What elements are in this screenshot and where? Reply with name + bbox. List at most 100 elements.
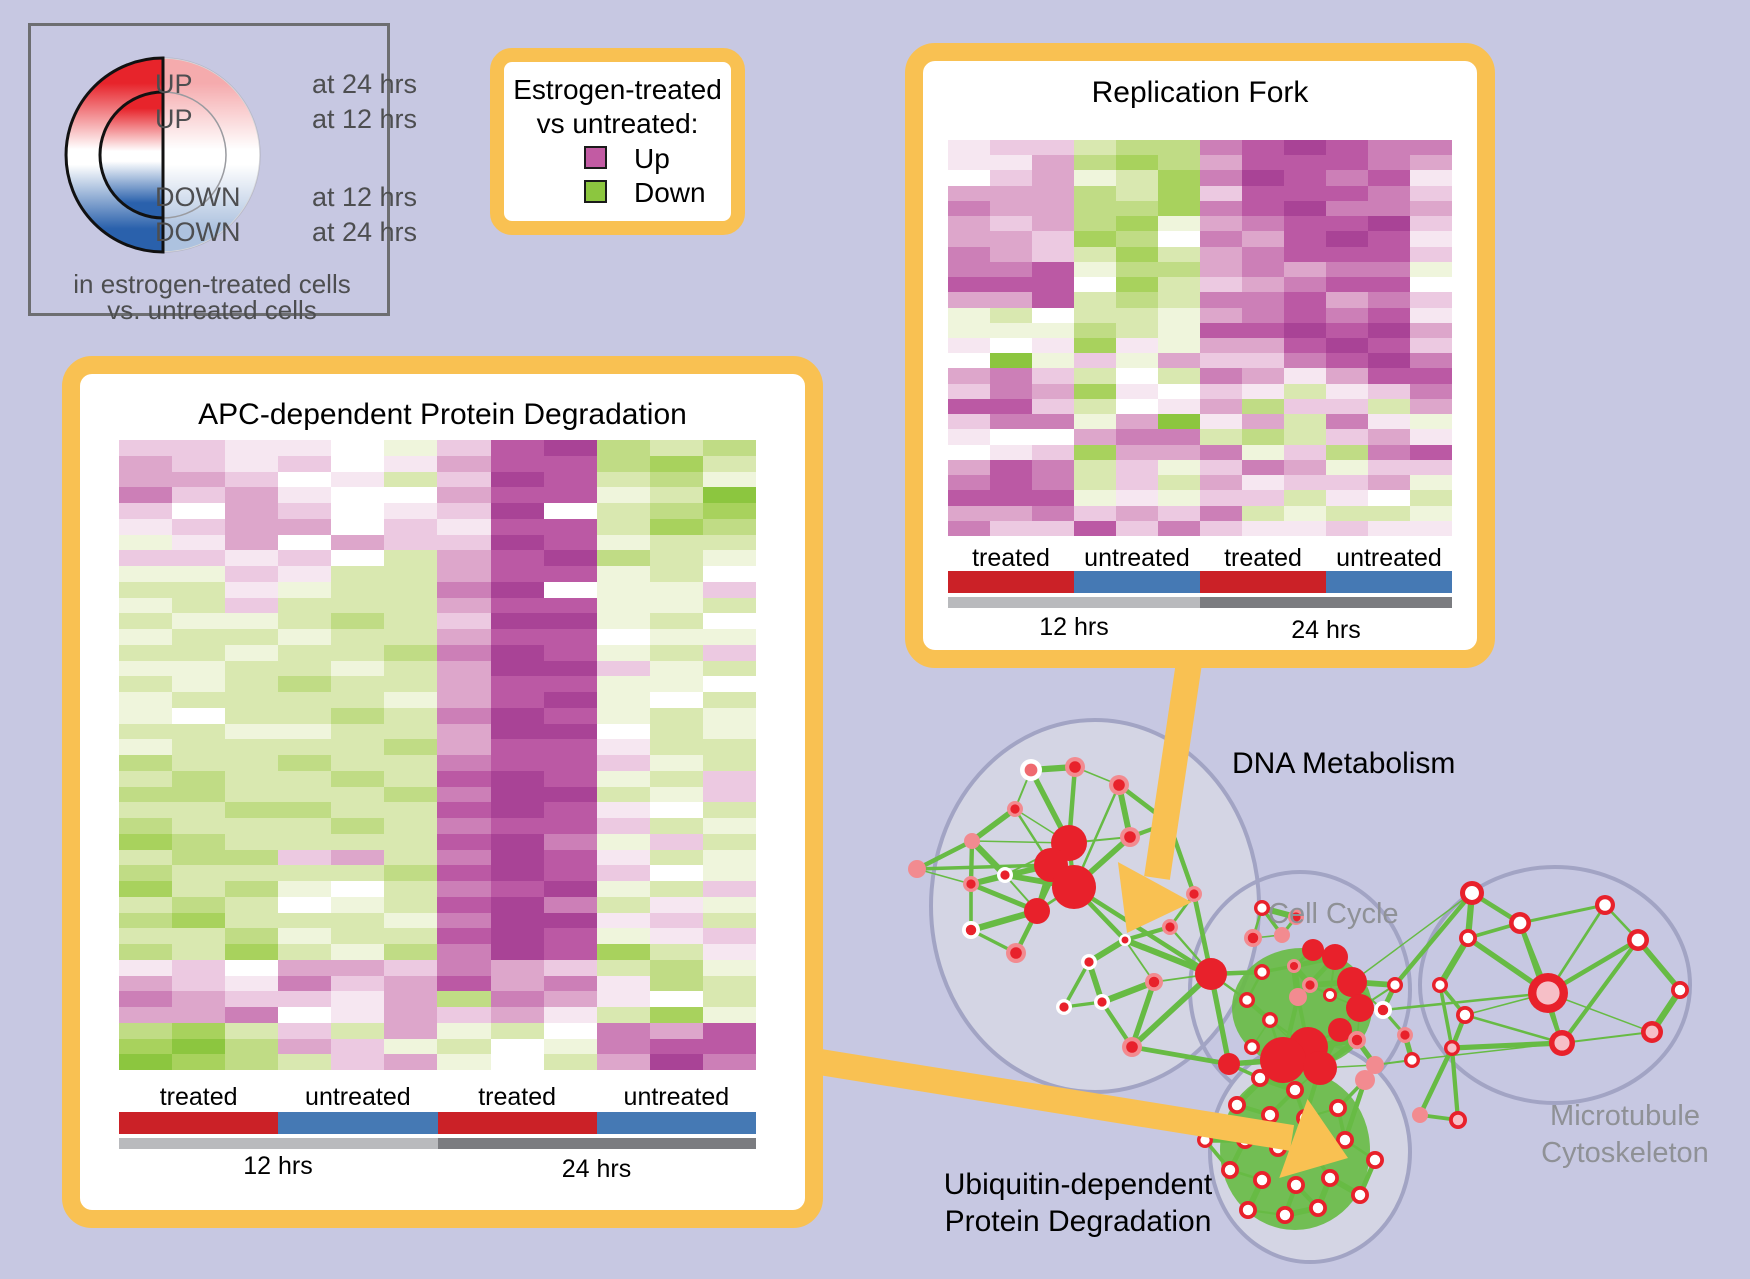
heatmap-cell xyxy=(1116,140,1158,156)
network-node xyxy=(1260,1037,1306,1083)
heatmap-cell xyxy=(331,1007,385,1023)
heatmap-cell xyxy=(543,928,597,944)
heatmap-cell xyxy=(172,1054,226,1070)
heatmap-cell xyxy=(1284,429,1326,445)
heatmap-cell xyxy=(948,459,990,476)
heatmap-cell xyxy=(1200,520,1242,536)
heatmap-cell xyxy=(490,833,544,850)
heatmap-cell xyxy=(1116,277,1158,293)
heatmap-cell xyxy=(1158,398,1200,415)
heatmap-cell xyxy=(1032,490,1074,506)
heatmap-cell xyxy=(1032,505,1074,521)
heatmap-cell xyxy=(437,786,491,803)
heatmap-cell xyxy=(172,471,226,488)
heatmap-cell xyxy=(172,786,226,803)
heatmap-cell xyxy=(990,337,1032,354)
heatmap-cell xyxy=(1242,490,1284,506)
network-node-core xyxy=(1242,995,1252,1005)
heatmap-cell xyxy=(490,534,544,551)
heatmap-cell xyxy=(1284,246,1326,262)
heatmap-cell xyxy=(225,944,279,960)
heatmap-cell xyxy=(1116,353,1158,369)
heatmap-cell xyxy=(437,944,491,960)
heatmap-cell xyxy=(225,959,279,976)
heatmap-cell xyxy=(1200,368,1242,384)
heatmap-cell xyxy=(278,629,332,645)
heatmap-cell xyxy=(948,490,990,506)
heatmap-cell xyxy=(543,471,597,488)
heatmap-cell xyxy=(1284,490,1326,506)
heatmap-cell xyxy=(1326,368,1368,384)
heatmap-cell xyxy=(596,471,650,488)
heatmap-cell xyxy=(596,440,650,456)
heatmap-cell xyxy=(543,660,597,677)
heatmap-cell xyxy=(119,518,173,535)
heatmap-cell xyxy=(172,770,226,787)
heatmap-cell xyxy=(948,505,990,521)
network-edge xyxy=(1129,979,1157,1050)
heatmap-cell xyxy=(1410,414,1452,430)
heatmap-cell xyxy=(172,1007,226,1023)
heatmap-cell xyxy=(225,818,279,834)
heatmap-cell xyxy=(1074,140,1116,156)
heatmap-cell xyxy=(278,975,332,992)
heatmap-cell xyxy=(948,444,990,460)
heatmap-cell xyxy=(331,566,385,582)
heatmap-cell xyxy=(119,786,173,803)
heatmap-cell xyxy=(1200,307,1242,323)
heatmap-cell xyxy=(990,353,1032,369)
heatmap-cell xyxy=(1410,185,1452,201)
outer-ring-outline xyxy=(64,56,165,254)
heatmap-cell xyxy=(225,660,279,677)
heatmap-cell xyxy=(172,581,226,598)
heatmap-cell xyxy=(278,991,332,1007)
heatmap-cell xyxy=(1032,459,1074,476)
heatmap-cell xyxy=(331,1054,385,1070)
heatmap-cell xyxy=(1326,246,1368,262)
heatmap-cell xyxy=(384,518,438,535)
network-node-core xyxy=(1465,886,1479,900)
network-edge xyxy=(916,868,972,885)
heatmap-cell xyxy=(543,455,597,472)
treated-bar xyxy=(948,571,1074,593)
heatmap-cell xyxy=(1074,429,1116,445)
heatmap-cell xyxy=(225,707,279,724)
heatmap-cell xyxy=(225,1038,279,1055)
heatmap-cell xyxy=(649,629,703,645)
heatmap-cell xyxy=(1242,292,1284,308)
heatmap-cell xyxy=(990,185,1032,201)
heatmap-cell xyxy=(702,770,756,787)
heatmap-cell xyxy=(437,975,491,992)
heatmap-cell xyxy=(596,786,650,803)
key-up12-time: at 12 hrs xyxy=(311,104,417,134)
heatmap-cell xyxy=(990,170,1032,186)
heatmap-cell xyxy=(278,1007,332,1023)
heatmap-cell xyxy=(1242,307,1284,323)
heatmap-cell xyxy=(1242,505,1284,521)
heatmap-cell xyxy=(490,881,544,897)
heatmap-cell xyxy=(1200,170,1242,186)
heatmap-cell xyxy=(702,471,756,488)
heatmap-cell xyxy=(437,1038,491,1055)
network-node-core xyxy=(1447,1043,1457,1053)
heatmap-cell xyxy=(278,912,332,929)
replication-12hrs-label: 12 hrs xyxy=(1039,613,1109,641)
heatmap-cell xyxy=(331,581,385,598)
network-node-core xyxy=(1000,870,1010,880)
up-label: Up xyxy=(634,143,670,174)
heatmap-cell xyxy=(331,896,385,913)
heatmap-cell xyxy=(1200,216,1242,232)
heatmap-cell xyxy=(649,833,703,850)
heatmap-cell xyxy=(1032,322,1074,338)
heatmap-cell xyxy=(1284,414,1326,430)
heatmap-cell xyxy=(437,471,491,488)
heatmap-cell xyxy=(490,676,544,692)
heatmap-cell xyxy=(172,676,226,692)
heatmap-cell xyxy=(596,644,650,661)
heatmap-cell xyxy=(1158,475,1200,491)
heatmap-cell xyxy=(649,959,703,976)
heatmap-cell xyxy=(119,818,173,834)
network-node-core xyxy=(1200,1135,1210,1145)
heatmap-cell xyxy=(1368,353,1410,369)
heatmap-cell xyxy=(1410,459,1452,476)
